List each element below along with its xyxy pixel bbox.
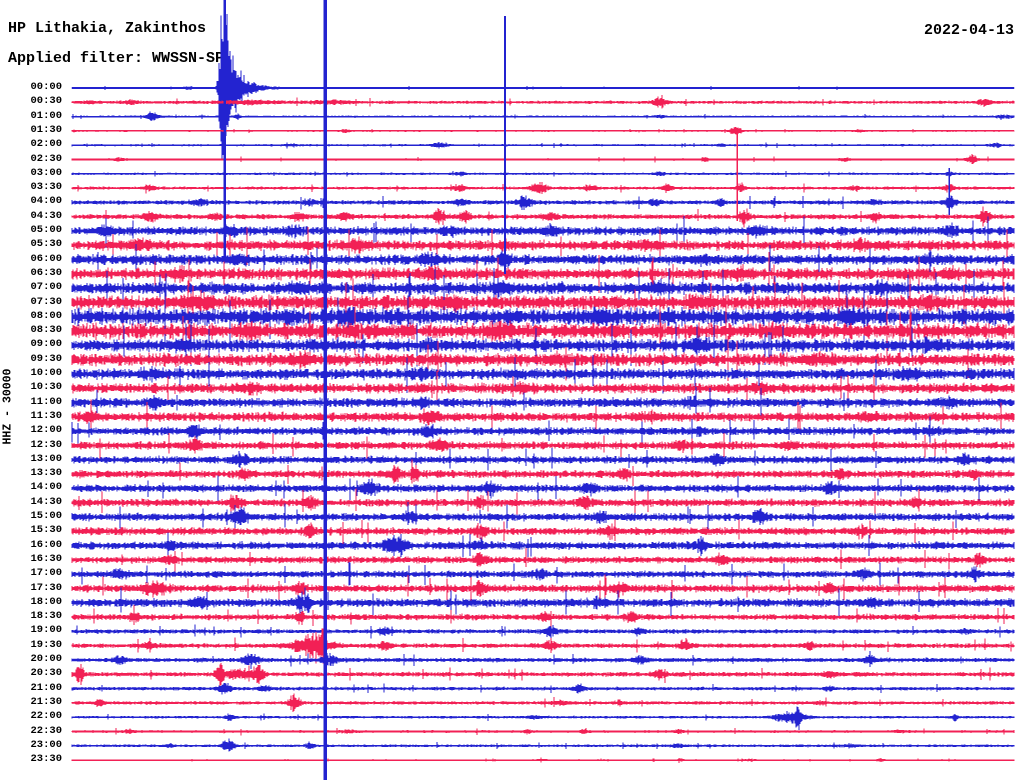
time-label: 23:30 xyxy=(30,753,62,766)
trace-row-19-30 xyxy=(71,628,1015,664)
trace-row-05-00 xyxy=(71,215,1015,248)
time-label: 20:30 xyxy=(30,667,62,680)
time-label: 04:00 xyxy=(30,195,62,208)
date-label: 2022-04-13 xyxy=(923,22,1014,39)
trace-row-21-30 xyxy=(71,693,1015,713)
trace-row-11-00 xyxy=(71,386,1015,418)
trace-row-14-30 xyxy=(71,488,1015,515)
time-label: 19:30 xyxy=(30,638,62,651)
trace-row-05-30 xyxy=(71,227,1015,265)
trace-row-01-30 xyxy=(71,126,1015,135)
trace-row-18-00 xyxy=(71,587,1015,617)
time-label: 18:30 xyxy=(30,610,62,623)
applied-filter-label: Applied filter: WWSSN-SP xyxy=(8,50,225,67)
trace-row-19-00 xyxy=(71,624,1015,639)
time-label: 22:30 xyxy=(30,724,62,737)
trace-row-09-30 xyxy=(71,336,1015,381)
trace-row-07-30 xyxy=(71,278,1015,328)
time-label: 00:00 xyxy=(30,81,62,93)
time-label: 11:30 xyxy=(30,409,62,422)
time-label: 11:00 xyxy=(30,395,62,408)
trace-row-22-30 xyxy=(71,728,1015,736)
time-label: 01:00 xyxy=(30,109,62,122)
trace-row-00-30 xyxy=(71,95,1015,109)
time-label: 09:30 xyxy=(30,352,62,365)
time-label: 03:30 xyxy=(30,181,62,194)
trace-row-17-30 xyxy=(71,574,1015,601)
time-label: 01:30 xyxy=(30,123,62,136)
trace-row-14-00 xyxy=(71,475,1015,503)
trace-row-06-30 xyxy=(71,251,1015,295)
trace-row-09-00 xyxy=(71,321,1015,367)
time-label: 17:30 xyxy=(30,581,62,594)
trace-row-23-00 xyxy=(71,738,1015,752)
time-label: 18:00 xyxy=(30,595,62,608)
time-label: 07:30 xyxy=(30,295,62,308)
trace-row-20-00 xyxy=(71,650,1015,669)
trace-row-10-30 xyxy=(71,370,1015,404)
time-label: 13:00 xyxy=(30,452,62,465)
time-label: 19:00 xyxy=(30,624,62,637)
time-label: 17:00 xyxy=(30,567,62,580)
trace-row-21-00 xyxy=(71,682,1015,695)
trace-row-16-00 xyxy=(71,532,1015,561)
time-label: 20:00 xyxy=(30,653,62,665)
trace-row-03-30 xyxy=(71,182,1015,194)
time-label: 14:30 xyxy=(30,495,62,508)
time-label: 21:30 xyxy=(30,695,62,708)
station-title: HP Lithakia, Zakinthos xyxy=(8,20,207,37)
time-label: 13:30 xyxy=(30,467,62,480)
time-label: 16:00 xyxy=(30,538,62,551)
trace-row-15-30 xyxy=(71,519,1015,546)
trace-row-03-00 xyxy=(71,170,1015,177)
trace-row-01-00 xyxy=(71,111,1015,122)
trace-row-02-30 xyxy=(71,153,1015,165)
time-label: 06:30 xyxy=(30,266,62,279)
time-label: 04:30 xyxy=(30,209,62,222)
trace-row-06-00 xyxy=(71,244,1015,275)
trace-row-12-00 xyxy=(71,416,1015,446)
trace-row-23-30 xyxy=(71,757,1015,763)
trace-row-17-00 xyxy=(71,561,1015,586)
time-label: 15:30 xyxy=(30,524,62,537)
time-label: 10:00 xyxy=(30,367,62,379)
trace-row-04-00 xyxy=(71,191,1015,213)
trace-row-18-30 xyxy=(71,604,1015,629)
trace-row-11-30 xyxy=(71,399,1015,434)
time-label: 15:00 xyxy=(30,510,62,522)
time-label: 21:00 xyxy=(30,681,62,694)
time-label: 14:00 xyxy=(30,481,62,494)
trace-row-15-00 xyxy=(71,502,1015,531)
trace-row-13-00 xyxy=(71,448,1015,472)
time-label: 08:00 xyxy=(30,309,62,322)
time-label: 06:00 xyxy=(30,252,62,265)
time-label: 12:00 xyxy=(30,424,62,437)
trace-row-02-00 xyxy=(71,142,1015,149)
time-label: 07:00 xyxy=(30,281,62,294)
time-label: 02:00 xyxy=(30,138,62,151)
time-label: 08:30 xyxy=(30,324,62,337)
time-label: 02:30 xyxy=(30,152,62,165)
trace-row-08-30 xyxy=(71,300,1015,358)
trace-row-20-30 xyxy=(71,663,1015,689)
time-label: 03:00 xyxy=(30,166,62,179)
time-label: 16:30 xyxy=(30,552,62,565)
time-label: 00:30 xyxy=(30,95,62,108)
trace-row-10-00 xyxy=(71,355,1015,394)
trace-row-16-30 xyxy=(71,547,1015,573)
time-label: 12:30 xyxy=(30,438,62,451)
time-label: 05:30 xyxy=(30,238,62,251)
trace-row-04-30 xyxy=(71,206,1015,228)
trace-row-22-00 xyxy=(71,706,1015,731)
time-label: 05:00 xyxy=(30,224,62,236)
trace-row-00-00 xyxy=(71,0,1015,240)
time-label: 23:00 xyxy=(30,738,62,751)
trace-row-12-30 xyxy=(71,432,1015,460)
trace-row-13-30 xyxy=(71,459,1015,487)
time-label: 22:00 xyxy=(30,710,62,723)
time-label: 10:30 xyxy=(30,381,62,394)
time-label: 09:00 xyxy=(30,338,62,351)
